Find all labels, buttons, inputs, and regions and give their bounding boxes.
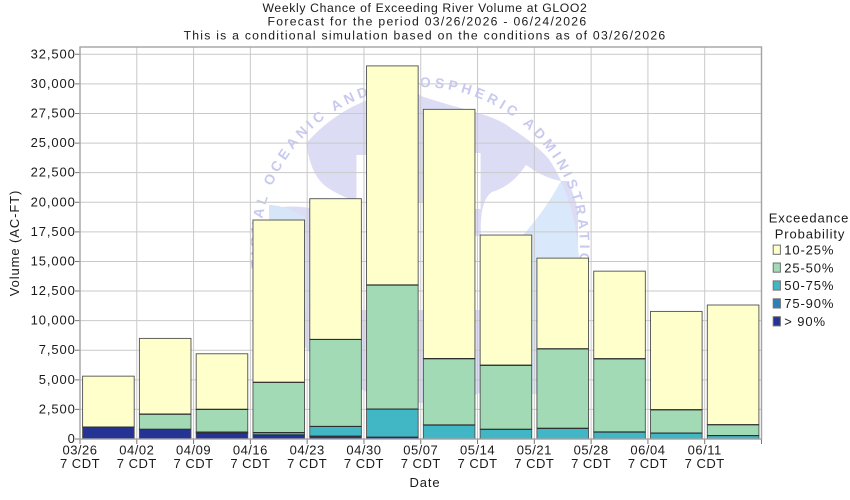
svg-text:Weekly Chance of Exceeding Riv: Weekly Chance of Exceeding River Volume … (263, 1, 588, 15)
svg-text:03/26: 03/26 (62, 443, 97, 458)
svg-text:15,000: 15,000 (31, 253, 76, 268)
svg-text:10-25%: 10-25% (784, 242, 834, 257)
svg-text:> 90%: > 90% (784, 314, 826, 329)
svg-text:0: 0 (68, 431, 76, 446)
svg-text:7 CDT: 7 CDT (117, 456, 157, 471)
svg-text:05/21: 05/21 (517, 443, 552, 458)
svg-text:Date: Date (409, 475, 440, 490)
svg-text:7 CDT: 7 CDT (628, 456, 668, 471)
svg-text:Exceedance: Exceedance (769, 211, 850, 226)
svg-text:12,500: 12,500 (31, 283, 76, 298)
svg-text:25,000: 25,000 (31, 135, 76, 150)
svg-text:32,500: 32,500 (31, 46, 76, 61)
svg-text:04/30: 04/30 (346, 443, 381, 458)
svg-text:7 CDT: 7 CDT (401, 456, 441, 471)
svg-text:06/11: 06/11 (688, 443, 722, 458)
svg-text:Volume (AC-FT): Volume (AC-FT) (7, 190, 22, 297)
svg-text:25-50%: 25-50% (784, 260, 834, 275)
svg-text:05/14: 05/14 (460, 443, 495, 458)
svg-text:2,500: 2,500 (39, 401, 76, 416)
svg-text:7 CDT: 7 CDT (230, 456, 270, 471)
svg-text:7 CDT: 7 CDT (60, 456, 100, 471)
svg-text:50-75%: 50-75% (784, 278, 834, 293)
svg-text:20,000: 20,000 (31, 194, 76, 209)
svg-text:Forecast for the period 03/26/: Forecast for the period 03/26/2026 - 06/… (268, 15, 588, 29)
svg-text:04/23: 04/23 (290, 443, 325, 458)
svg-text:27,500: 27,500 (31, 105, 76, 120)
svg-text:7 CDT: 7 CDT (458, 456, 498, 471)
svg-text:05/07: 05/07 (403, 443, 438, 458)
svg-text:22,500: 22,500 (31, 165, 76, 180)
svg-text:75-90%: 75-90% (784, 296, 834, 311)
svg-text:7 CDT: 7 CDT (514, 456, 554, 471)
svg-text:7 CDT: 7 CDT (685, 456, 725, 471)
svg-text:7 CDT: 7 CDT (287, 456, 327, 471)
svg-text:10,000: 10,000 (31, 313, 76, 328)
svg-text:04/09: 04/09 (176, 443, 211, 458)
svg-text:04/02: 04/02 (119, 443, 154, 458)
svg-text:7 CDT: 7 CDT (174, 456, 214, 471)
svg-text:7 CDT: 7 CDT (571, 456, 611, 471)
svg-text:Probability: Probability (775, 227, 846, 242)
svg-text:04/16: 04/16 (233, 443, 268, 458)
svg-text:05/28: 05/28 (574, 443, 609, 458)
svg-text:This is a conditional simulati: This is a conditional simulation based o… (184, 28, 667, 42)
svg-text:7,500: 7,500 (39, 342, 76, 357)
svg-text:17,500: 17,500 (31, 224, 76, 239)
svg-text:30,000: 30,000 (31, 76, 76, 91)
svg-text:7 CDT: 7 CDT (344, 456, 384, 471)
svg-text:5,000: 5,000 (39, 372, 76, 387)
svg-text:06/04: 06/04 (630, 443, 665, 458)
